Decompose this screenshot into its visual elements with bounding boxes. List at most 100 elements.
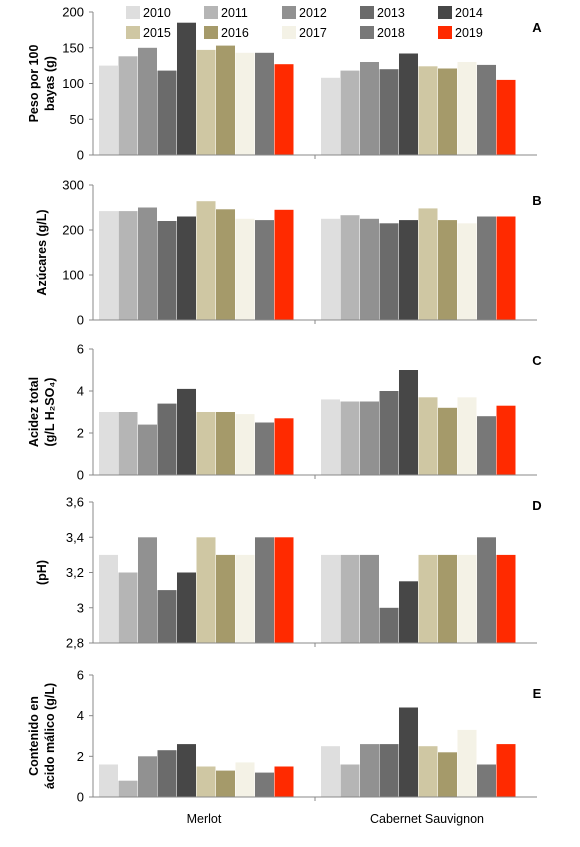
bar-D-merlot-2012 bbox=[138, 537, 157, 644]
y-tick-label-B: 0 bbox=[77, 313, 84, 328]
legend-swatch-2014 bbox=[438, 6, 452, 19]
bar-E-merlot-2010 bbox=[99, 764, 118, 797]
bar-E-cabernet-sauvignon-2015 bbox=[418, 746, 438, 797]
y-tick-label-D: 3,6 bbox=[66, 495, 84, 510]
bar-E-merlot-2019 bbox=[274, 766, 294, 797]
bar-C-cabernet-sauvignon-2012 bbox=[360, 401, 379, 475]
panel-letter-E: E bbox=[533, 686, 542, 701]
panel-letter-B: B bbox=[532, 193, 541, 208]
bar-A-merlot-2017 bbox=[235, 52, 255, 155]
bar-A-merlot-2010 bbox=[99, 65, 118, 155]
y-axis-label-A: Peso por 100 bayas (g) bbox=[27, 45, 57, 123]
bar-E-cabernet-sauvignon-2014 bbox=[399, 707, 418, 797]
bar-E-merlot-2011 bbox=[118, 780, 138, 797]
bar-D-merlot-2016 bbox=[216, 554, 235, 643]
bar-B-cabernet-sauvignon-2012 bbox=[360, 218, 379, 321]
bar-D-merlot-2017 bbox=[235, 554, 255, 643]
bar-A-cabernet-sauvignon-2018 bbox=[477, 64, 496, 155]
bar-E-merlot-2014 bbox=[177, 744, 196, 797]
category-label-cabernet-sauvignon: Cabernet Sauvignon bbox=[370, 812, 484, 826]
y-tick-label-C: 2 bbox=[77, 426, 84, 441]
y-axis-label-C: Acidez total (g/L H₂SO₄) bbox=[27, 377, 57, 447]
panel-D: 2,8 3 3,2 3,4 3,6 (pH) D bbox=[35, 495, 542, 651]
bar-A-cabernet-sauvignon-2012 bbox=[360, 62, 379, 155]
bar-B-cabernet-sauvignon-2011 bbox=[340, 215, 360, 320]
y-tick-label-B: 100 bbox=[62, 268, 84, 283]
bar-A-merlot-2014 bbox=[177, 22, 196, 156]
bar-C-cabernet-sauvignon-2015 bbox=[418, 397, 438, 475]
bar-B-merlot-2019 bbox=[274, 209, 294, 321]
bar-D-merlot-2010 bbox=[99, 554, 118, 643]
legend-label-2018: 2018 bbox=[377, 26, 405, 40]
y-tick-label-B: 200 bbox=[62, 223, 84, 238]
bar-C-cabernet-sauvignon-2013 bbox=[379, 391, 399, 475]
legend-swatch-2019 bbox=[438, 26, 452, 39]
bar-A-merlot-2018 bbox=[255, 52, 274, 155]
y-tick-label-B: 300 bbox=[62, 178, 84, 193]
bar-C-cabernet-sauvignon-2017 bbox=[457, 397, 477, 475]
bar-A-cabernet-sauvignon-2014 bbox=[399, 53, 418, 155]
legend-label-2016: 2016 bbox=[221, 26, 249, 40]
bar-D-merlot-2019 bbox=[274, 537, 294, 644]
legend-swatch-2017 bbox=[282, 26, 296, 39]
legend-swatch-2018 bbox=[360, 26, 374, 39]
bar-C-merlot-2017 bbox=[235, 414, 255, 475]
bar-C-merlot-2014 bbox=[177, 388, 196, 475]
legend-swatch-2015 bbox=[126, 26, 140, 39]
panel-letter-D: D bbox=[532, 498, 541, 513]
y-tick-label-A: 150 bbox=[62, 40, 84, 55]
y-tick-label-D: 3 bbox=[77, 600, 84, 615]
bar-E-cabernet-sauvignon-2017 bbox=[457, 729, 477, 797]
bar-C-merlot-2018 bbox=[255, 422, 274, 475]
y-tick-label-A: 200 bbox=[62, 5, 84, 20]
bar-B-cabernet-sauvignon-2018 bbox=[477, 216, 496, 320]
y-axis-label-B: Azúcares (g/L) bbox=[35, 209, 49, 295]
bar-B-merlot-2011 bbox=[118, 211, 138, 320]
bar-B-cabernet-sauvignon-2019 bbox=[496, 216, 516, 320]
bar-D-cabernet-sauvignon-2011 bbox=[340, 554, 360, 643]
bar-E-cabernet-sauvignon-2010 bbox=[321, 746, 340, 797]
legend-label-2012: 2012 bbox=[299, 6, 327, 20]
bar-E-cabernet-sauvignon-2019 bbox=[496, 744, 516, 797]
bar-D-cabernet-sauvignon-2015 bbox=[418, 554, 438, 643]
panel-B: 0 100 200 300 Azúcares (g/L) B bbox=[35, 178, 542, 328]
bar-C-cabernet-sauvignon-2010 bbox=[321, 399, 340, 475]
legend-swatch-2011 bbox=[204, 6, 218, 19]
bar-C-merlot-2013 bbox=[157, 403, 177, 475]
legend-label-2017: 2017 bbox=[299, 26, 327, 40]
y-axis-label-E: Contenido en ácido málico (g/L) bbox=[27, 683, 57, 789]
bar-A-merlot-2015 bbox=[196, 49, 216, 155]
bar-B-merlot-2012 bbox=[138, 207, 157, 320]
bar-A-merlot-2016 bbox=[216, 45, 235, 155]
y-tick-label-D: 3,2 bbox=[66, 565, 84, 580]
bar-A-cabernet-sauvignon-2013 bbox=[379, 69, 399, 155]
legend-label-2013: 2013 bbox=[377, 6, 405, 20]
legend-swatch-2016 bbox=[204, 26, 218, 39]
bar-E-cabernet-sauvignon-2013 bbox=[379, 744, 399, 797]
bar-B-merlot-2013 bbox=[157, 221, 177, 320]
bar-C-cabernet-sauvignon-2019 bbox=[496, 405, 516, 475]
legend-swatch-2013 bbox=[360, 6, 374, 19]
bar-A-cabernet-sauvignon-2017 bbox=[457, 62, 477, 155]
y-tick-label-C: 0 bbox=[77, 468, 84, 483]
bar-C-cabernet-sauvignon-2011 bbox=[340, 401, 360, 475]
bar-A-merlot-2013 bbox=[157, 70, 177, 155]
y-tick-label-E: 2 bbox=[77, 749, 84, 764]
bar-B-merlot-2016 bbox=[216, 209, 235, 320]
bar-B-cabernet-sauvignon-2015 bbox=[418, 208, 438, 320]
category-label-merlot: Merlot bbox=[187, 812, 222, 826]
y-tick-label-D: 2,8 bbox=[66, 636, 84, 651]
bar-E-merlot-2018 bbox=[255, 772, 274, 797]
bar-C-merlot-2015 bbox=[196, 412, 216, 475]
bar-D-cabernet-sauvignon-2018 bbox=[477, 537, 496, 644]
bar-E-merlot-2013 bbox=[157, 750, 177, 797]
bar-B-merlot-2014 bbox=[177, 216, 196, 320]
bar-D-cabernet-sauvignon-2013 bbox=[379, 607, 399, 644]
bar-E-merlot-2015 bbox=[196, 766, 216, 797]
bar-A-cabernet-sauvignon-2019 bbox=[496, 79, 516, 155]
legend-label-2019: 2019 bbox=[455, 26, 483, 40]
bar-D-merlot-2015 bbox=[196, 537, 216, 644]
y-axis-label-D: (pH) bbox=[35, 560, 49, 585]
y-tick-label-E: 0 bbox=[77, 790, 84, 805]
